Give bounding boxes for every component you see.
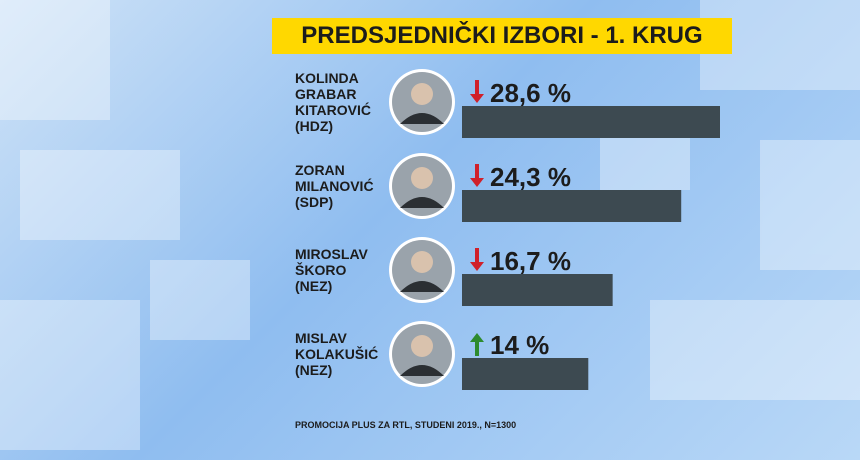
photo-body [400,281,444,292]
photo-body [400,113,444,124]
photo-head [411,335,433,357]
value-label: 24,3 % [490,162,571,192]
bar [462,190,682,222]
value-label: 16,7 % [490,246,571,276]
value-label: 28,6 % [490,78,571,108]
bar [462,358,589,390]
photo-body [400,365,444,376]
category-label: KOLINDA GRABAR KITAROVIĆ (HDZ) [295,70,371,134]
photo-head [411,251,433,273]
bar [462,106,720,138]
photo-body [400,197,444,208]
trend-arrow [470,333,484,356]
trend-arrow [470,248,484,271]
bar [462,274,613,306]
photo-head [411,83,433,105]
photo-head [411,167,433,189]
category-label: MISLAV KOLAKUŠIĆ (NEZ) [295,330,379,378]
source-note: PROMOCIJA PLUS ZA RTL, STUDENI 2019., N=… [295,420,517,430]
category-label: MIROSLAV ŠKORO (NEZ) [295,246,368,294]
chart-title: PREDSJEDNIČKI IZBORI - 1. KRUG [272,18,732,54]
category-label: ZORAN MILANOVIĆ (SDP) [295,162,374,210]
value-label: 14 % [490,330,549,360]
trend-arrow [470,80,484,103]
trend-arrow [470,164,484,187]
